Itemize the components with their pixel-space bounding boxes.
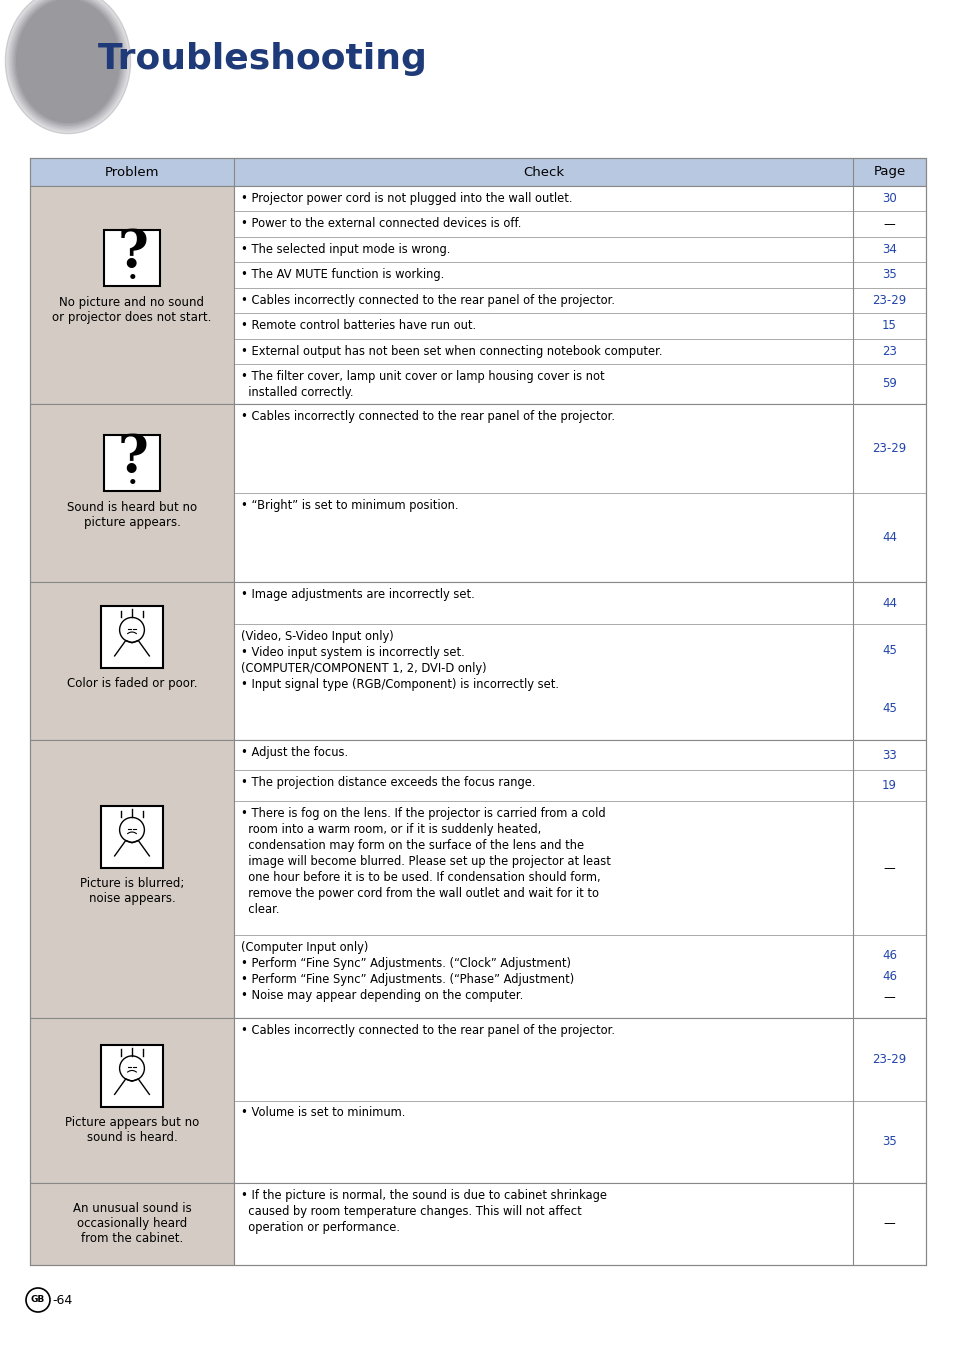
Text: • Image adjustments are incorrectly set.: • Image adjustments are incorrectly set. xyxy=(241,588,475,602)
Bar xyxy=(30,404,233,581)
Text: • Power to the external connected devices is off.: • Power to the external connected device… xyxy=(241,218,521,230)
Text: Picture is blurred;
noise appears.: Picture is blurred; noise appears. xyxy=(80,878,184,906)
Ellipse shape xyxy=(16,0,120,122)
Text: —: — xyxy=(882,218,895,230)
Text: 46: 46 xyxy=(882,970,896,983)
Text: -64: -64 xyxy=(52,1294,72,1307)
Bar xyxy=(233,1018,925,1183)
Text: 30: 30 xyxy=(882,192,896,205)
Text: 59: 59 xyxy=(882,377,896,390)
Text: ?: ? xyxy=(117,227,149,279)
Text: Troubleshooting: Troubleshooting xyxy=(98,42,428,75)
Text: Sound is heard but no
picture appears.: Sound is heard but no picture appears. xyxy=(67,501,197,529)
Text: 23: 23 xyxy=(882,345,896,358)
Text: • “Bright” is set to minimum position.: • “Bright” is set to minimum position. xyxy=(241,499,458,511)
Text: (Video, S-Video Input only)
• Video input system is incorrectly set.
(COMPUTER/C: (Video, S-Video Input only) • Video inpu… xyxy=(241,630,558,692)
Text: .: . xyxy=(128,258,137,285)
Text: • Adjust the focus.: • Adjust the focus. xyxy=(241,746,348,759)
Text: • The filter cover, lamp unit cover or lamp housing cover is not
  installed cor: • The filter cover, lamp unit cover or l… xyxy=(241,370,604,398)
Bar xyxy=(233,404,925,581)
Text: No picture and no sound
or projector does not start.: No picture and no sound or projector doe… xyxy=(52,296,212,324)
Bar xyxy=(233,186,925,404)
Text: —: — xyxy=(882,861,895,875)
Text: An unusual sound is
occasionally heard
from the cabinet.: An unusual sound is occasionally heard f… xyxy=(72,1202,192,1245)
Bar xyxy=(233,740,925,1018)
Bar xyxy=(101,806,163,868)
Bar xyxy=(30,581,233,740)
Text: Page: Page xyxy=(872,166,904,179)
Text: • Cables incorrectly connected to the rear panel of the projector.: • Cables incorrectly connected to the re… xyxy=(241,293,615,307)
Text: 33: 33 xyxy=(882,748,896,762)
Bar xyxy=(30,1018,233,1183)
Text: • Volume is set to minimum.: • Volume is set to minimum. xyxy=(241,1106,405,1120)
Text: 44: 44 xyxy=(882,532,896,544)
Ellipse shape xyxy=(9,0,128,131)
Text: —: — xyxy=(882,991,895,1004)
Text: 46: 46 xyxy=(882,949,896,962)
Bar xyxy=(30,157,925,186)
Text: 45: 45 xyxy=(882,645,896,657)
Text: 44: 44 xyxy=(882,596,896,610)
Ellipse shape xyxy=(6,0,131,133)
Bar xyxy=(104,230,160,285)
Text: 15: 15 xyxy=(882,319,896,332)
Text: 45: 45 xyxy=(882,703,896,715)
Text: • External output has not been set when connecting notebook computer.: • External output has not been set when … xyxy=(241,345,661,358)
Text: • There is fog on the lens. If the projector is carried from a cold
  room into : • There is fog on the lens. If the proje… xyxy=(241,806,610,915)
Text: 34: 34 xyxy=(882,244,896,256)
Text: • Projector power cord is not plugged into the wall outlet.: • Projector power cord is not plugged in… xyxy=(241,192,572,205)
Text: • The selected input mode is wrong.: • The selected input mode is wrong. xyxy=(241,242,450,256)
Bar xyxy=(30,740,233,1018)
Text: 23-29: 23-29 xyxy=(871,1053,905,1066)
Text: 23-29: 23-29 xyxy=(871,293,905,307)
Bar xyxy=(101,606,163,669)
Text: 35: 35 xyxy=(882,1135,896,1148)
Ellipse shape xyxy=(14,0,121,124)
Text: Picture appears but no
sound is heard.: Picture appears but no sound is heard. xyxy=(65,1116,199,1144)
Text: Check: Check xyxy=(522,166,563,179)
Text: • Cables incorrectly connected to the rear panel of the projector.: • Cables incorrectly connected to the re… xyxy=(241,411,615,423)
Text: .: . xyxy=(128,463,137,490)
Text: (Computer Input only)
• Perform “Fine Sync” Adjustments. (“Clock” Adjustment)
• : (Computer Input only) • Perform “Fine Sy… xyxy=(241,941,574,1003)
Bar xyxy=(101,1044,163,1106)
Bar xyxy=(30,1183,233,1265)
Circle shape xyxy=(26,1288,50,1312)
Text: • If the picture is normal, the sound is due to cabinet shrinkage
  caused by ro: • If the picture is normal, the sound is… xyxy=(241,1189,606,1234)
Bar xyxy=(233,1183,925,1265)
Ellipse shape xyxy=(13,0,123,127)
Text: • Remote control batteries have run out.: • Remote control batteries have run out. xyxy=(241,319,476,332)
Text: • The AV MUTE function is working.: • The AV MUTE function is working. xyxy=(241,268,444,281)
Text: 35: 35 xyxy=(882,268,896,281)
Ellipse shape xyxy=(7,0,129,132)
Bar xyxy=(104,435,160,491)
Text: • The projection distance exceeds the focus range.: • The projection distance exceeds the fo… xyxy=(241,777,535,789)
Text: Problem: Problem xyxy=(105,166,159,179)
Ellipse shape xyxy=(11,0,125,128)
Text: GB: GB xyxy=(30,1295,45,1304)
Bar xyxy=(233,581,925,740)
Text: 19: 19 xyxy=(882,779,896,791)
Text: Color is faded or poor.: Color is faded or poor. xyxy=(67,677,197,690)
Text: • Cables incorrectly connected to the rear panel of the projector.: • Cables incorrectly connected to the re… xyxy=(241,1024,615,1036)
Ellipse shape xyxy=(10,0,126,129)
Text: —: — xyxy=(882,1218,895,1230)
Text: ?: ? xyxy=(117,432,149,483)
Text: 23-29: 23-29 xyxy=(871,441,905,455)
Bar xyxy=(30,186,233,404)
